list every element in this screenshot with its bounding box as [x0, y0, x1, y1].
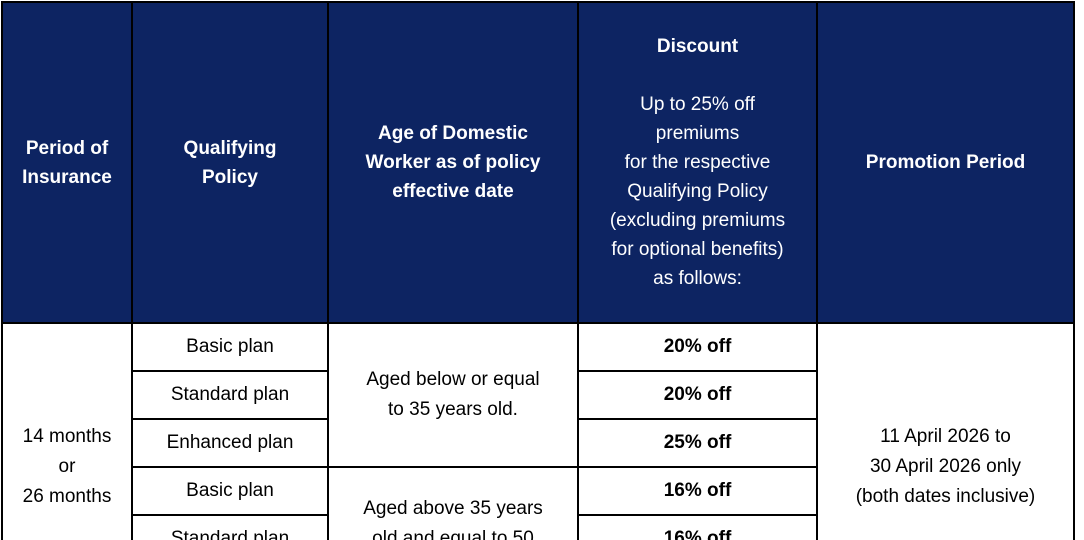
discount-cell: 16% off — [577, 514, 818, 540]
table-row: Enhanced plan 25% off — [2, 418, 1074, 468]
table-row: 14 months or 26 months Basic plan Aged b… — [1, 322, 1075, 540]
plan-cell: Standard plan — [131, 514, 329, 540]
age-group-cell-above-35: Aged above 35 years old and equal to 50 … — [327, 466, 579, 540]
header-row: Period of Insurance Qualifying Policy Ag… — [1, 1, 1075, 324]
table-row: Standard plan 16% off — [2, 514, 1074, 540]
header-promotion-period: Promotion Period — [816, 1, 1075, 324]
plan-cell: Enhanced plan — [131, 418, 329, 468]
header-discount: Discount Up to 25% off premiums for the … — [577, 1, 818, 324]
header-age-of-domestic-worker: Age of Domestic Worker as of policy effe… — [327, 1, 579, 324]
age-group-cell-below-35: Aged below or equal to 35 years old. — [327, 322, 579, 468]
header-qualifying-policy: Qualifying Policy — [131, 1, 329, 324]
plan-cell: Basic plan — [131, 322, 329, 372]
discount-cell: 25% off — [577, 418, 818, 468]
plan-cell: Basic plan — [131, 466, 329, 516]
promotion-period-cell: 11 April 2026 to 30 April 2026 only (bot… — [816, 322, 1075, 540]
header-discount-title: Discount — [656, 36, 739, 57]
header-period-of-insurance: Period of Insurance — [1, 1, 133, 324]
table-row: Basic plan Aged above 35 years old and e… — [2, 466, 1074, 540]
header-discount-subtitle: Up to 25% off premiums for the respectiv… — [609, 94, 786, 289]
plan-cell: Standard plan — [131, 370, 329, 420]
discount-cell: 16% off — [577, 466, 818, 516]
period-of-insurance-cell: 14 months or 26 months — [1, 322, 133, 540]
discount-cell: 20% off — [577, 322, 818, 372]
discount-cell: 20% off — [577, 370, 818, 420]
table-row: Standard plan 20% off — [2, 370, 1074, 420]
